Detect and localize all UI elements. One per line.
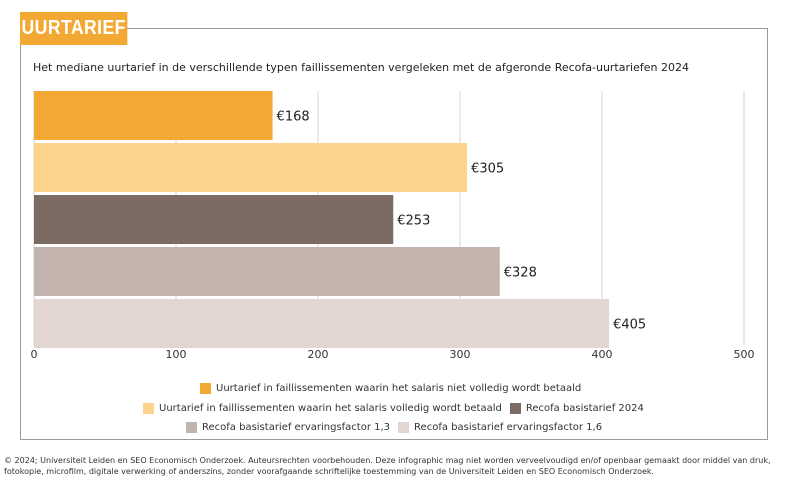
chart-frame	[20, 28, 768, 440]
bar-value-label: €305	[471, 162, 504, 177]
legend-swatch	[509, 403, 521, 414]
x-tick-label: 200	[308, 348, 329, 361]
bar	[34, 299, 610, 348]
chart-title: Het mediane uurtarief in de verschillend…	[33, 61, 689, 74]
legend-label: Recofa basistarief ervaringsfactor 1,6	[414, 422, 603, 433]
legend-row-1: Uurtarief in faillissementen waarin het …	[200, 383, 589, 394]
bar-value-label: €328	[504, 266, 537, 281]
legend-item: Recofa basistarief ervaringsfactor 1,6	[398, 422, 602, 433]
legend-swatch	[143, 403, 154, 414]
bar	[34, 143, 468, 192]
legend-item: Recofa basistarief ervaringsfactor 1,3	[186, 422, 390, 433]
copyright-footer: © 2024; Universiteit Leiden en SEO Econo…	[4, 456, 771, 476]
legend-row-2: Uurtarief in faillissementen waarin het …	[143, 403, 652, 414]
x-tick-label: 300	[450, 348, 471, 361]
bar-value-label: €253	[397, 214, 430, 229]
legend-item: Recofa basistarief 2024	[509, 403, 644, 414]
bar	[34, 247, 500, 296]
legend-label: Uurtarief in faillissementen waarin het …	[216, 383, 582, 394]
legend-swatch	[200, 383, 211, 394]
legend-swatch	[398, 422, 410, 433]
legend-swatch	[186, 422, 197, 433]
x-tick-label: 0	[31, 348, 38, 361]
legend-row-3: Recofa basistarief ervaringsfactor 1,3 R…	[186, 422, 610, 433]
header-tag: UURTARIEF	[20, 12, 128, 45]
bar	[34, 91, 273, 140]
legend-label: Recofa basistarief ervaringsfactor 1,3	[202, 422, 391, 433]
x-tick-label: 100	[166, 348, 187, 361]
legend-label: Uurtarief in faillissementen waarin het …	[159, 403, 502, 414]
bar-value-label: €405	[613, 318, 646, 333]
x-tick-label: 500	[734, 348, 755, 361]
x-tick-label: 400	[592, 348, 613, 361]
bar	[34, 195, 394, 244]
legend-item: Uurtarief in faillissementen waarin het …	[143, 403, 502, 414]
legend-label: Recofa basistarief 2024	[525, 403, 644, 414]
bar-value-label: €168	[277, 110, 310, 125]
legend-item: Uurtarief in faillissementen waarin het …	[200, 383, 581, 394]
